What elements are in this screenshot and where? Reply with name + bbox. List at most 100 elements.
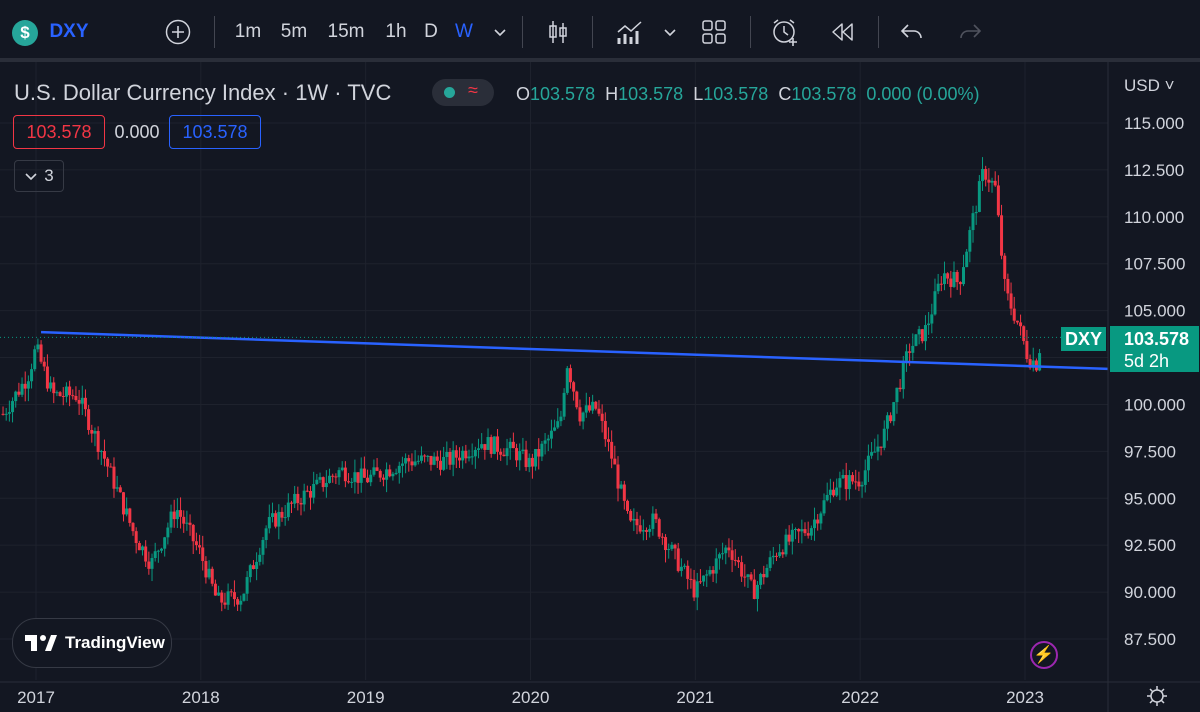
lightning-icon[interactable]: ⚡ bbox=[1030, 641, 1058, 669]
candle-body bbox=[866, 455, 870, 471]
candle-body bbox=[141, 546, 145, 551]
redo-icon bbox=[960, 24, 982, 39]
interval-1h[interactable]: 1h bbox=[385, 21, 407, 42]
indicators-collapse-button[interactable]: 3 bbox=[14, 160, 64, 192]
indicators-icon bbox=[617, 21, 642, 44]
layout-button[interactable] bbox=[696, 14, 732, 50]
compare-symbol-button[interactable] bbox=[160, 14, 196, 50]
last-price-tag: 103.578 5d 2h bbox=[1110, 326, 1199, 372]
last-price-value: 103.578 bbox=[1124, 329, 1190, 349]
candle-body bbox=[809, 528, 813, 536]
sell-price-box[interactable]: 103.578 bbox=[13, 115, 105, 149]
candle-body bbox=[679, 566, 683, 571]
candle-body bbox=[137, 543, 141, 551]
plus-circle-icon bbox=[165, 19, 191, 45]
candle-body bbox=[302, 490, 306, 505]
candle-body bbox=[391, 473, 395, 477]
candle-body bbox=[42, 361, 46, 367]
candle-body bbox=[768, 557, 772, 568]
candle-body bbox=[20, 383, 24, 395]
legend-status-pill[interactable]: ≈ bbox=[432, 79, 494, 106]
candle-body bbox=[426, 455, 430, 457]
candle-body bbox=[578, 407, 582, 422]
candle-body bbox=[49, 382, 53, 389]
candle-body bbox=[977, 181, 981, 212]
candle-body bbox=[400, 463, 404, 466]
gear-icon[interactable] bbox=[1145, 684, 1169, 708]
candle-body bbox=[559, 416, 563, 422]
candle-body bbox=[39, 344, 43, 362]
price-chart[interactable]: 87.500 90.000 92.500 95.000 97.500 100.000 105… bbox=[0, 62, 1200, 712]
indicators-dropdown-button[interactable] bbox=[656, 14, 684, 50]
candle-body bbox=[974, 211, 978, 214]
redo-button[interactable] bbox=[952, 14, 988, 50]
interval-15m[interactable]: 15m bbox=[327, 21, 365, 42]
chart-overlay bbox=[0, 330, 1109, 371]
candle-body bbox=[949, 278, 953, 287]
chevron-down-icon bbox=[494, 29, 506, 37]
candle-body bbox=[255, 561, 259, 569]
open-label: O bbox=[516, 84, 531, 104]
candle-body bbox=[372, 467, 376, 475]
candle-body bbox=[781, 552, 785, 555]
interval-1m[interactable]: 1m bbox=[234, 21, 262, 42]
candle-body bbox=[258, 554, 262, 562]
x-tick-label: 2019 bbox=[347, 688, 385, 707]
candle-body bbox=[844, 474, 848, 490]
interval-dropdown-button[interactable] bbox=[486, 14, 514, 50]
symbol-search-button[interactable]: DXY bbox=[49, 21, 89, 42]
grid-layout-icon bbox=[702, 20, 726, 44]
candle-body bbox=[156, 550, 160, 552]
candle-body bbox=[407, 458, 411, 462]
candle-body bbox=[299, 502, 303, 505]
x-tick-label: 2023 bbox=[1006, 688, 1044, 707]
interval-w[interactable]: W bbox=[455, 21, 473, 42]
candle-body bbox=[540, 443, 544, 457]
candle-body bbox=[1019, 322, 1023, 327]
candle-body bbox=[923, 325, 927, 342]
candle-body bbox=[581, 412, 585, 422]
candle-body bbox=[629, 510, 633, 521]
alert-button[interactable] bbox=[766, 14, 804, 50]
legend-title[interactable]: U.S. Dollar Currency Index · 1W · TVC bbox=[14, 80, 392, 105]
chart-type-button[interactable] bbox=[540, 14, 576, 50]
candle-body bbox=[198, 545, 202, 548]
buy-price-box[interactable]: 103.578 bbox=[169, 115, 261, 149]
candle-body bbox=[429, 455, 433, 465]
candle-body bbox=[80, 397, 84, 404]
indicators-button[interactable] bbox=[610, 14, 650, 50]
candles-icon bbox=[549, 21, 567, 43]
candle-body bbox=[981, 169, 985, 182]
candle-body bbox=[245, 577, 249, 594]
candle-body bbox=[854, 481, 858, 483]
candle-body bbox=[353, 472, 357, 482]
replay-button[interactable] bbox=[824, 14, 860, 50]
candle-body bbox=[594, 401, 598, 409]
candle-body bbox=[318, 477, 322, 480]
dollar-badge-icon[interactable]: $ bbox=[12, 20, 38, 46]
candle-body bbox=[502, 454, 506, 457]
candle-body bbox=[816, 519, 820, 524]
candle-body bbox=[597, 408, 601, 414]
undo-button[interactable] bbox=[894, 14, 930, 50]
candle-body bbox=[711, 570, 715, 574]
candle-body bbox=[480, 444, 484, 449]
candle-body bbox=[340, 467, 344, 471]
candle-body bbox=[1003, 255, 1007, 279]
candle-body bbox=[188, 522, 192, 525]
candle-body bbox=[664, 537, 668, 551]
interval-d[interactable]: D bbox=[424, 21, 438, 42]
tradingview-logo[interactable]: TradingView bbox=[12, 618, 172, 668]
candle-body bbox=[134, 531, 138, 544]
candle-body bbox=[175, 510, 179, 520]
candle-body bbox=[892, 402, 896, 422]
high-label: H bbox=[605, 84, 619, 104]
currency-label: USD bbox=[1124, 76, 1160, 95]
candle-body bbox=[210, 568, 214, 584]
currency-selector[interactable]: USD ˅ bbox=[1124, 76, 1175, 95]
candle-body bbox=[87, 409, 91, 430]
candle-body bbox=[394, 472, 398, 474]
candle-body bbox=[144, 546, 148, 562]
candle-body bbox=[17, 391, 21, 395]
interval-5m[interactable]: 5m bbox=[280, 21, 308, 42]
